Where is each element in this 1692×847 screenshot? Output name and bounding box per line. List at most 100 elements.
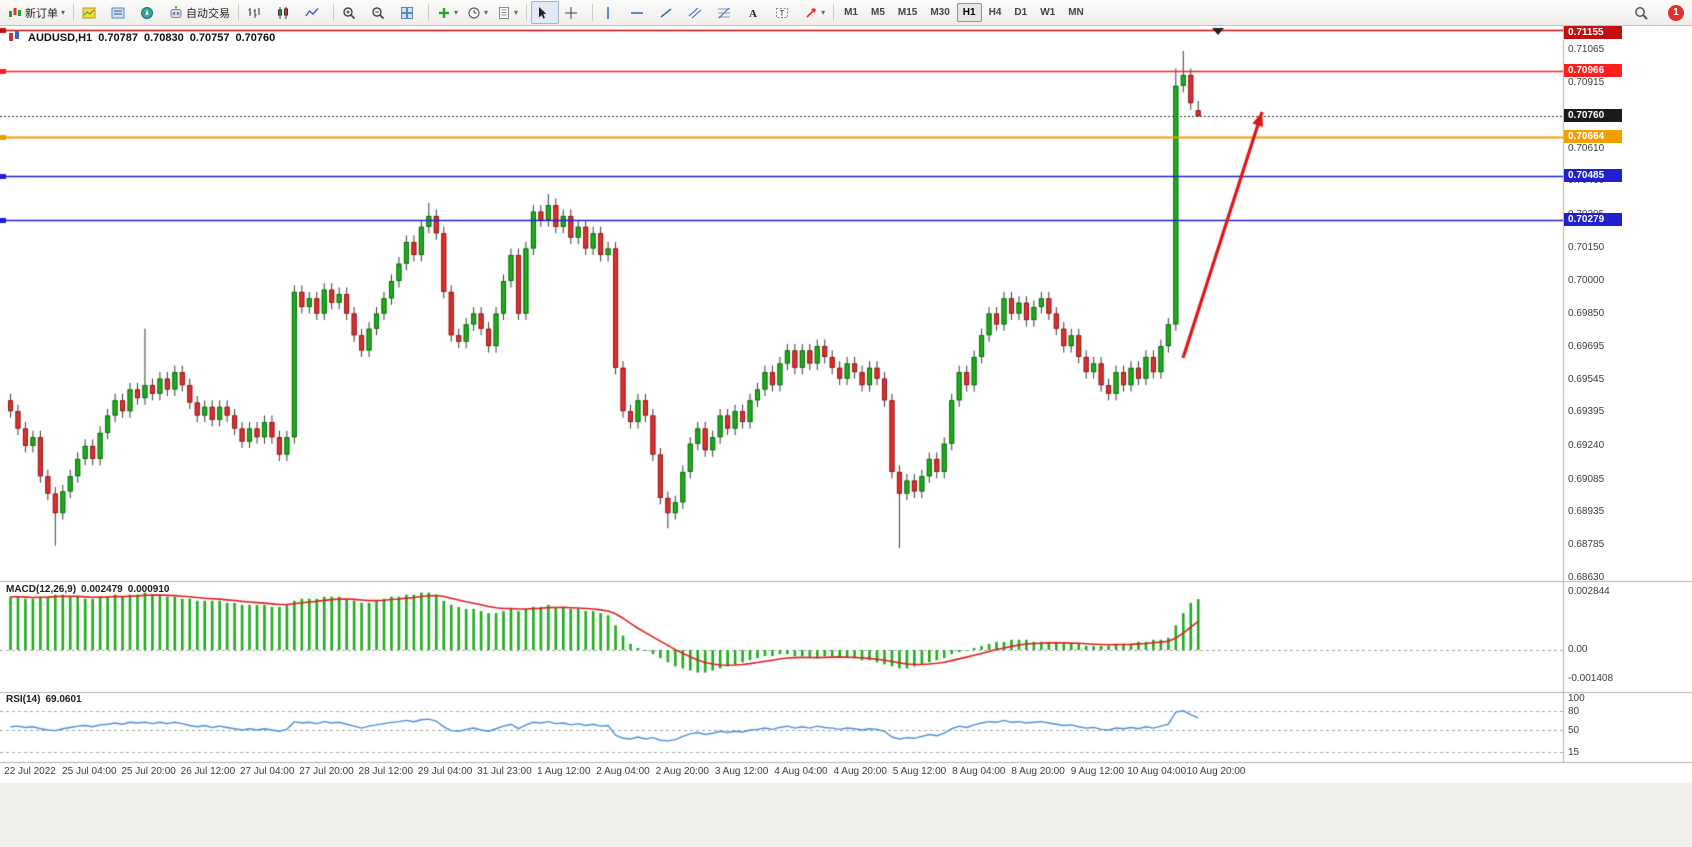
navigator-button[interactable] [136,1,164,24]
svg-text:T: T [780,8,785,17]
timeframe-h4[interactable]: H4 [983,3,1008,22]
caret-down-icon: ▾ [454,7,459,17]
tile-windows-icon [400,6,414,20]
timeframe-m15[interactable]: M15 [892,3,923,22]
macd-params: MACD(12,26,9) [6,584,77,595]
navigator-icon [140,6,154,20]
candlestick-chart-button[interactable] [272,1,300,24]
zoom-out-icon [371,6,385,20]
line-chart-button[interactable] [301,1,329,24]
timeframe-m30[interactable]: M30 [924,3,955,22]
notification-badge[interactable]: 1 [1668,4,1684,21]
timeframe-mn-label: MN [1068,7,1084,18]
timeframe-m15-label: M15 [897,7,918,18]
rsi-label: RSI(14) 69.0601 [6,694,82,705]
timeframe-d1-label: D1 [1014,7,1028,18]
symbol-name: AUDUSD,H1 [28,31,93,44]
bar-chart-icon [247,6,261,20]
market-watch-button[interactable] [107,1,135,24]
autotrading-icon [169,5,183,20]
crosshair-icon [564,6,578,20]
autotrading-button[interactable]: 自动交易 [165,1,234,24]
rsi-params: RSI(14) [6,694,41,705]
toolbar-separator [73,4,75,21]
timeframe-h1[interactable]: H1 [956,3,982,22]
new-chart-icon [82,6,96,20]
toolbar-separator [238,4,240,21]
channel-icon [688,6,702,20]
macd-label: MACD(12,26,9) 0.002479 0.000910 [6,584,169,595]
toolbar-separator [333,4,335,21]
caret-down-icon: ▾ [821,7,826,17]
indicators-icon [437,6,451,20]
hline-icon [630,6,644,20]
macd-main-value: 0.002479 [81,584,123,595]
autotrading-button-label: 自动交易 [186,7,231,20]
timeframe-h4-label: H4 [988,7,1002,18]
search-icon [1634,6,1648,20]
new-order-button[interactable]: 新订单 ▾ [4,1,69,24]
periods-icon [467,6,481,20]
toolbar-separator [428,4,430,21]
vline-icon [601,6,615,20]
new-order-icon [8,6,22,20]
main-toolbar: 新订单 ▾ 自动交易 ▾ ▾ ▾ A T ▾ M1 M5 M15 M30 H1 H4 D1 W1 MN 1 [0,0,1692,26]
zoom-out-button[interactable] [367,1,395,24]
fibonacci-button[interactable] [713,1,741,24]
timeframe-w1-label: W1 [1040,7,1056,18]
timeframe-m1[interactable]: M1 [838,3,864,22]
text-icon: A [746,6,760,20]
line-chart-icon [305,6,319,20]
zoom-in-button[interactable] [338,1,366,24]
trendline-button[interactable] [655,1,683,24]
indicators-button[interactable]: ▾ [433,1,462,24]
zoom-in-icon [342,6,356,20]
text-label-button[interactable]: T [771,1,799,24]
cursor-icon [535,6,549,20]
caret-down-icon: ▾ [514,7,519,17]
search-button[interactable] [1630,1,1658,24]
candle-chart-icon [276,6,290,20]
timeframe-h1-label: H1 [962,7,976,18]
timeframe-d1[interactable]: D1 [1008,3,1033,22]
market-watch-icon [111,6,125,20]
fibo-icon [717,6,731,20]
arrows-button[interactable]: ▾ [800,1,829,24]
rsi-value: 69.0601 [45,694,82,705]
timeframe-mn[interactable]: MN [1062,3,1090,22]
quote-high: 0.70830 [143,31,184,44]
toolbar-right: 1 [1630,1,1688,24]
timeframe-m1-label: M1 [844,7,858,18]
timeframe-w1[interactable]: W1 [1034,3,1061,22]
toolbar-separator [592,4,594,21]
symbol-icon [8,29,22,46]
cursor-button[interactable] [531,1,560,24]
trendline-icon [659,6,673,20]
templates-icon [497,6,511,20]
symbol-quote: AUDUSD,H1 0.70787 0.70830 0.70757 0.7076… [8,29,275,46]
new-chart-button[interactable] [78,1,106,24]
horizontal-line-button[interactable] [626,1,654,24]
text-label-icon: T [775,6,789,20]
timeframe-m5[interactable]: M5 [865,3,891,22]
quote-low: 0.70757 [189,31,230,44]
quote-close: 0.70760 [235,31,276,44]
caret-down-icon: ▾ [61,7,66,17]
tile-windows-button[interactable] [396,1,424,24]
vertical-line-button[interactable] [597,1,625,24]
equidistant-channel-button[interactable] [684,1,712,24]
templates-button[interactable]: ▾ [493,1,522,24]
periods-button[interactable]: ▾ [463,1,492,24]
toolbar-separator [526,4,528,21]
toolbar-separator [833,4,835,21]
caret-down-icon: ▾ [484,7,489,17]
bar-chart-button[interactable] [243,1,271,24]
timeframe-m30-label: M30 [930,7,950,18]
timeframe-m5-label: M5 [870,7,885,18]
quote-open: 0.70787 [98,31,138,44]
arrows-icon [804,6,818,20]
crosshair-button[interactable] [560,1,588,24]
text-button[interactable]: A [742,1,770,24]
